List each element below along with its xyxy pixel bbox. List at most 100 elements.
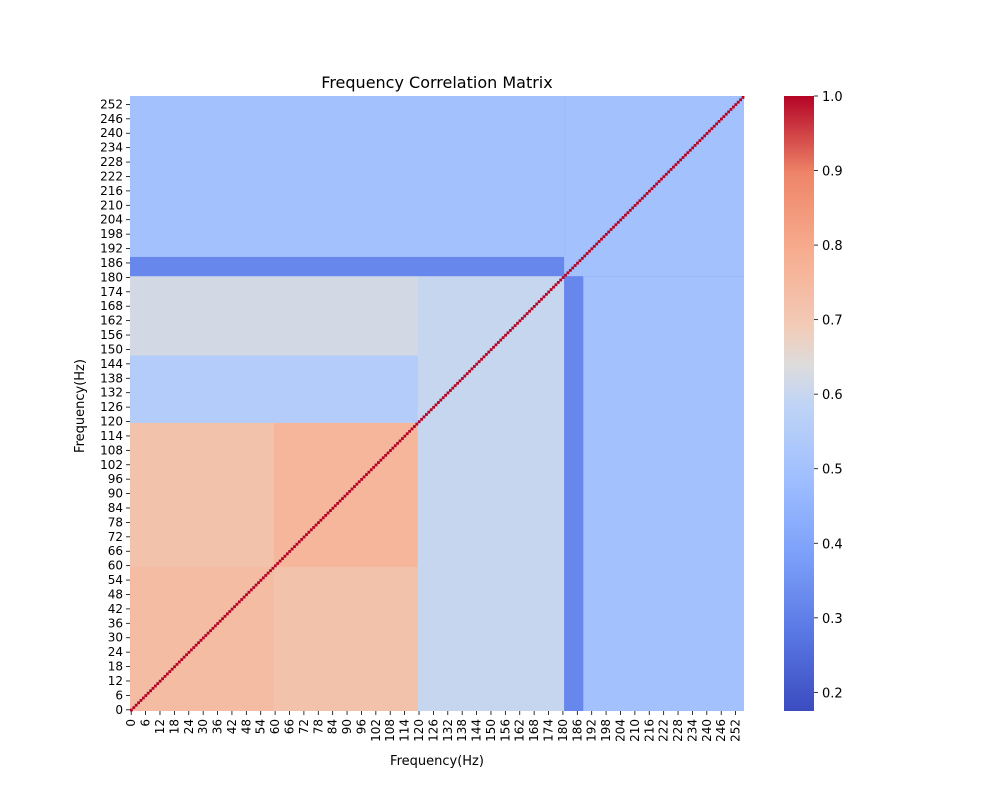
diagonal-cell (290, 547, 294, 551)
diagonal-cell (556, 280, 560, 284)
diagonal-cell (460, 377, 464, 380)
x-tick-label: 66 (282, 719, 296, 734)
diagonal-cell (254, 583, 258, 587)
diagonal-cell (463, 374, 467, 378)
diagonal-cell (189, 648, 193, 652)
diagonal-cell (583, 254, 587, 258)
diagonal-cell (141, 696, 145, 700)
diagonal-cell (257, 581, 260, 585)
x-tick-label: 246 (714, 719, 728, 742)
y-tick-label: 240 (100, 126, 123, 140)
diagonal-cell (540, 297, 543, 301)
x-tick-label: 12 (153, 719, 167, 734)
colorbar-tick-label: 1.0 (822, 90, 843, 105)
diagonal-cell (705, 132, 709, 135)
diagonal-cell (185, 653, 188, 657)
diagonal-cell (175, 662, 179, 666)
diagonal-cell (712, 124, 716, 128)
y-tick-label: 186 (100, 256, 123, 270)
diagonal-cell (393, 444, 397, 448)
diagonal-cell (652, 184, 656, 188)
diagonal-cell (365, 473, 368, 476)
diagonal-cell (640, 196, 644, 200)
diagonal-cell (309, 528, 313, 532)
diagonal-cell (305, 533, 308, 537)
diagonal-cell (149, 689, 152, 693)
x-tick-label: 132 (441, 719, 455, 742)
diagonal-cell (355, 482, 359, 486)
colorbar-tick-label: 0.6 (822, 388, 843, 403)
diagonal-cell (480, 357, 483, 361)
x-tick-label: 78 (311, 719, 325, 734)
diagonal-cell (696, 141, 699, 145)
diagonal-cell (161, 677, 164, 681)
diagonal-cell (204, 634, 208, 637)
y-tick-label: 126 (100, 400, 123, 414)
diagonal-cell (182, 655, 186, 659)
y-tick-label: 168 (100, 299, 123, 313)
diagonal-cell (336, 501, 340, 505)
diagonal-cell (329, 509, 332, 513)
diagonal-cell (494, 343, 498, 347)
diagonal-cell (151, 686, 155, 690)
diagonal-cell (559, 278, 563, 282)
diagonal-cell (688, 148, 692, 152)
diagonal-cell (710, 127, 714, 131)
diagonal-cell (638, 199, 642, 203)
diagonal-cell (194, 643, 198, 647)
diagonal-cell (597, 240, 601, 243)
diagonal-cell (724, 112, 728, 116)
diagonal-cell (281, 557, 284, 561)
diagonal-cell (168, 670, 172, 673)
diagonal-cell (657, 180, 661, 183)
diagonal-cell (664, 172, 668, 176)
diagonal-cell (312, 526, 316, 529)
diagonal-cell (537, 300, 541, 304)
x-tick-label: 54 (254, 719, 268, 734)
diagonal-cell (372, 465, 376, 469)
diagonal-cell (317, 521, 320, 525)
diagonal-cell (631, 206, 635, 210)
diagonal-cell (708, 129, 711, 133)
diagonal-cell (504, 333, 507, 337)
y-tick-label: 210 (100, 198, 123, 212)
diagonal-cell (698, 139, 702, 143)
diagonal-cell (487, 350, 491, 354)
diagonal-cell (374, 463, 378, 467)
y-tick-label: 192 (100, 242, 123, 256)
diagonal-cell (331, 506, 335, 510)
y-tick-label: 234 (100, 141, 123, 155)
y-tick-label: 42 (108, 602, 123, 616)
diagonal-cell (566, 271, 570, 275)
diagonal-cell (132, 706, 136, 709)
y-tick-label: 198 (100, 227, 123, 241)
y-axis: 0612182430364248546066727884909610210811… (100, 97, 130, 717)
y-tick-label: 246 (100, 112, 123, 126)
diagonal-cell (367, 470, 371, 474)
y-tick-label: 96 (108, 472, 123, 486)
diagonal-cell (732, 105, 735, 109)
diagonal-cell (648, 189, 651, 193)
diagonal-cell (170, 667, 174, 671)
diagonal-cell (137, 701, 140, 705)
diagonal-cell (736, 100, 740, 104)
diagonal-cell (343, 494, 347, 498)
diagonal-cell (216, 622, 220, 625)
x-tick-label: 138 (455, 719, 469, 742)
diagonal-cell (369, 468, 373, 472)
y-tick-label: 150 (100, 342, 123, 356)
diagonal-cell (213, 624, 217, 628)
diagonal-cell (266, 571, 270, 575)
x-tick-label: 174 (542, 719, 556, 742)
diagonal-cell (221, 617, 224, 621)
diagonal-cell (173, 665, 176, 669)
diagonal-cell (201, 636, 205, 640)
diagonal-cell (470, 367, 474, 371)
diagonal-cell (734, 103, 738, 107)
y-tick-label: 72 (108, 530, 123, 544)
diagonal-cell (293, 545, 296, 549)
heatmap-region-5 (130, 355, 418, 423)
diagonal-cell (139, 698, 143, 702)
diagonal-cell (278, 559, 282, 563)
